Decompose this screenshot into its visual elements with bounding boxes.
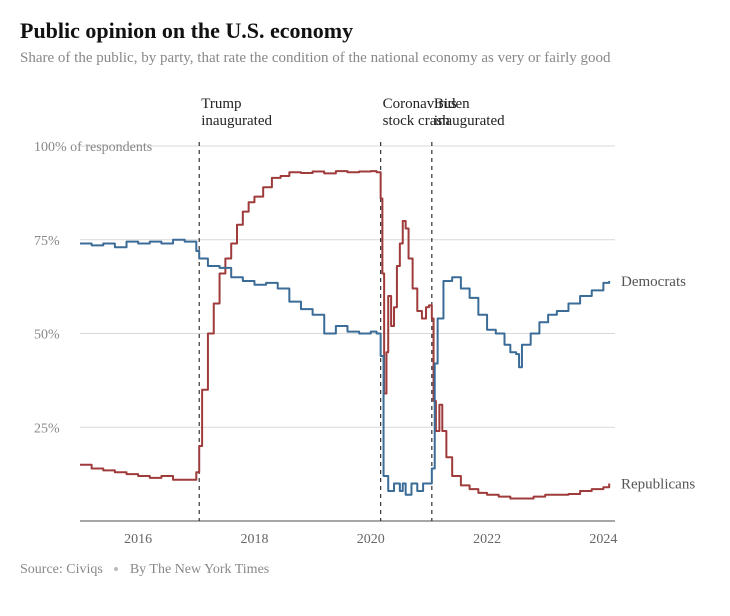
event-label: Trump xyxy=(201,96,241,112)
line-chart: 25% 50% 75% 100% of respondents 2016 2018 2020… xyxy=(20,86,710,556)
event-label: inaugurated xyxy=(434,113,505,129)
source-name: Civiqs xyxy=(66,562,103,577)
x-tick-label: 2016 xyxy=(124,532,152,547)
source-prefix: Source: xyxy=(20,562,63,577)
chart-subtitle: Share of the public, by party, that rate… xyxy=(20,48,710,68)
x-tick-label: 2022 xyxy=(473,532,501,547)
y-tick-label: 50% xyxy=(34,328,60,343)
x-tick-label: 2018 xyxy=(240,532,268,547)
chart-title: Public opinion on the U.S. economy xyxy=(20,18,710,44)
source-line: Source: Civiqs By The New York Times xyxy=(20,562,710,578)
y-tick-label: 75% xyxy=(34,234,60,249)
event-label: inaugurated xyxy=(201,113,272,129)
republicans-label: Republicans xyxy=(621,477,695,493)
byline: By The New York Times xyxy=(130,562,269,577)
separator-dot xyxy=(114,567,118,571)
democrats-label: Democrats xyxy=(621,274,686,290)
y-tick-label: 25% xyxy=(34,422,60,437)
x-tick-label: 2020 xyxy=(357,532,385,547)
event-label: Biden xyxy=(434,96,470,112)
x-tick-label: 2024 xyxy=(589,532,617,547)
y-tick-label: 100% of respondents xyxy=(34,140,152,155)
democrats-line xyxy=(80,240,609,495)
